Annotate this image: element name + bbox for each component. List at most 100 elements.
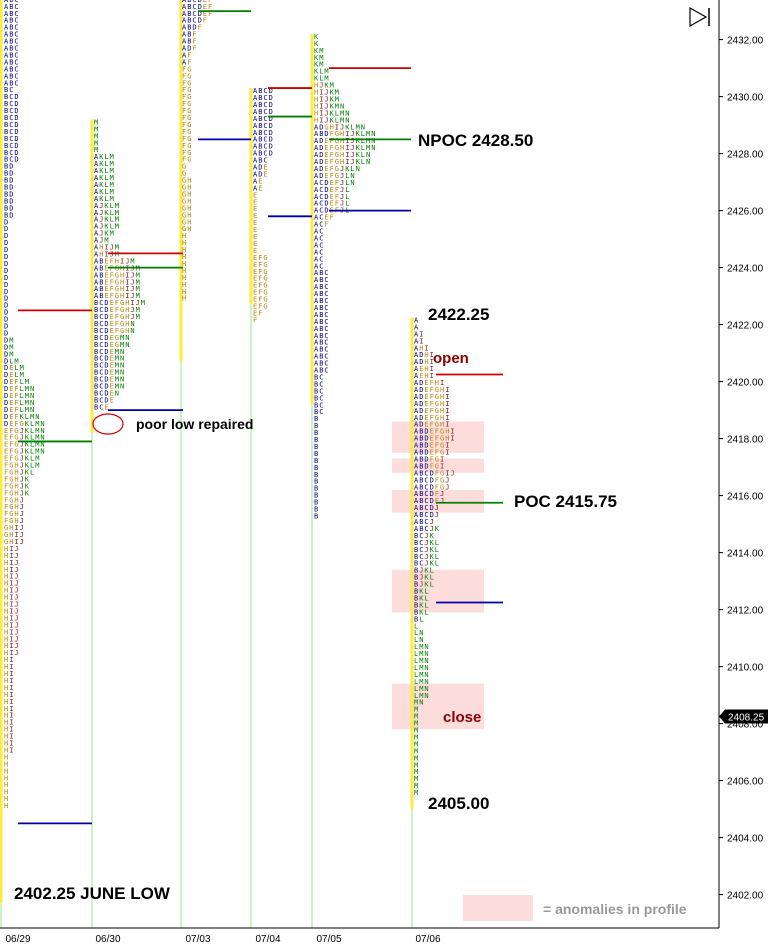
anomaly-zone xyxy=(392,458,484,473)
tpo-letter: G xyxy=(187,100,191,108)
tpo-letter: L xyxy=(30,455,34,463)
tpo-letter: K xyxy=(314,33,319,41)
tpo-letter: A xyxy=(414,330,419,338)
tpo-letter: E xyxy=(324,172,328,180)
tpo-letter: I xyxy=(430,358,434,366)
tpo-letter: D xyxy=(4,336,8,344)
tpo-letter: H xyxy=(99,250,103,258)
tpo-letter: A xyxy=(314,123,319,131)
tpo-letter: E xyxy=(253,212,257,220)
tpo-letter: D xyxy=(269,143,273,151)
tpo-letter: A xyxy=(314,353,319,361)
tpo-letter: K xyxy=(356,144,361,152)
tpo-letter: K xyxy=(356,137,361,145)
tpo-letter: B xyxy=(94,334,98,342)
npoc-label: NPOC 2428.50 xyxy=(418,131,534,150)
tpo-letter: F xyxy=(4,482,8,490)
play-end-icon[interactable] xyxy=(689,6,710,28)
tpo-letter: A xyxy=(414,386,419,394)
tpo-letter: H xyxy=(4,733,8,741)
tpo-letter: A xyxy=(414,449,419,457)
tpo-letter: H xyxy=(4,601,8,609)
tpo-letter: E xyxy=(110,389,114,397)
tpo-letter: N xyxy=(424,671,428,679)
tpo-letter: B xyxy=(414,601,418,609)
tpo-letter: A xyxy=(4,0,9,4)
tpo-letter: J xyxy=(350,151,354,159)
tpo-letter: B xyxy=(419,504,423,512)
tpo-letter: A xyxy=(414,462,419,470)
tpo-letter: C xyxy=(9,121,13,129)
tpo-letter: E xyxy=(9,399,13,407)
tpo-letter: B xyxy=(4,177,8,185)
tpo-letter: F xyxy=(9,455,13,463)
tpo-letter: A xyxy=(94,181,99,189)
tpo-letter: D xyxy=(14,149,18,157)
tpo-letter: I xyxy=(450,428,454,436)
tpo-letter: D xyxy=(419,421,423,429)
tpo-letter: B xyxy=(94,341,98,349)
tpo-letter: D xyxy=(4,281,8,289)
tpo-letter: C xyxy=(263,108,267,116)
tpo-letter: I xyxy=(9,559,13,567)
tpo-letter: L xyxy=(419,615,423,623)
tpo-letter: M xyxy=(340,116,344,124)
tpo-letter: I xyxy=(9,649,13,657)
tpo-letter: E xyxy=(424,393,428,401)
tpo-letter: G xyxy=(440,483,444,491)
tpo-letter: C xyxy=(9,86,13,94)
tpo-letter: N xyxy=(40,420,44,428)
tpo-letter: F xyxy=(258,303,262,311)
tpo-letter: F xyxy=(258,254,262,262)
tpo-letter: C xyxy=(319,248,323,256)
tpo-letter: M xyxy=(340,109,344,117)
tpo-letter: C xyxy=(14,65,18,73)
tpo-letter: B xyxy=(258,94,262,102)
tpo-letter: G xyxy=(187,65,191,73)
tpo-letter: C xyxy=(263,101,267,109)
tpo-letter: F xyxy=(14,378,18,386)
tpo-letter: C xyxy=(14,10,18,18)
tpo-letter: A xyxy=(253,108,258,116)
tpo-letter: B xyxy=(9,10,13,18)
tpo-letter: D xyxy=(4,357,8,365)
tpo-letter: B xyxy=(314,387,318,395)
tpo-letter: D xyxy=(4,329,8,337)
tpo-letter: F xyxy=(258,275,262,283)
tpo-letter: H xyxy=(440,400,444,408)
tpo-letter: N xyxy=(361,123,365,131)
tpo-letter: B xyxy=(4,100,8,108)
tpo-letter: E xyxy=(253,289,257,297)
tpo-letter: N xyxy=(424,643,428,651)
tpo-letter: B xyxy=(414,588,418,596)
tpo-letter: J xyxy=(445,483,449,491)
tpo-letter: M xyxy=(35,427,39,435)
tpo-letter: A xyxy=(414,476,419,484)
tpo-letter: G xyxy=(120,327,124,335)
tpo-letter: B xyxy=(94,327,98,335)
tpo-letter: G xyxy=(9,475,13,483)
tpo-letter: N xyxy=(419,629,423,637)
tpo-letter: J xyxy=(20,441,24,449)
tpo-letter: D xyxy=(269,129,273,137)
tpo-letter: N xyxy=(40,434,44,442)
tpo-letter: F xyxy=(182,142,186,150)
tpo-letter: D xyxy=(104,376,108,384)
price-axis: 2402.00 2404.00 2406.00 2408.00 2410.00 2412.… xyxy=(719,36,768,902)
tpo-letter: G xyxy=(435,400,439,408)
tpo-letter: B xyxy=(314,485,318,493)
tpo-letter: D xyxy=(4,406,8,414)
tpo-letter: C xyxy=(263,150,267,158)
tpo-letter: M xyxy=(110,181,114,189)
tpo-letter: F xyxy=(324,221,328,229)
tpo-letter: B xyxy=(319,332,323,340)
tpo-letter: L xyxy=(435,560,439,568)
tpo-letter: L xyxy=(345,186,349,194)
tpo-letter: C xyxy=(14,51,18,59)
tpo-letter: F xyxy=(330,172,334,180)
tpo-letter: B xyxy=(9,58,13,66)
tpo-letter: B xyxy=(187,0,191,4)
y-tick-label: 2426.00 xyxy=(727,207,764,218)
x-tick-label: 06/30 xyxy=(95,934,120,945)
tpo-letter: I xyxy=(424,344,428,352)
